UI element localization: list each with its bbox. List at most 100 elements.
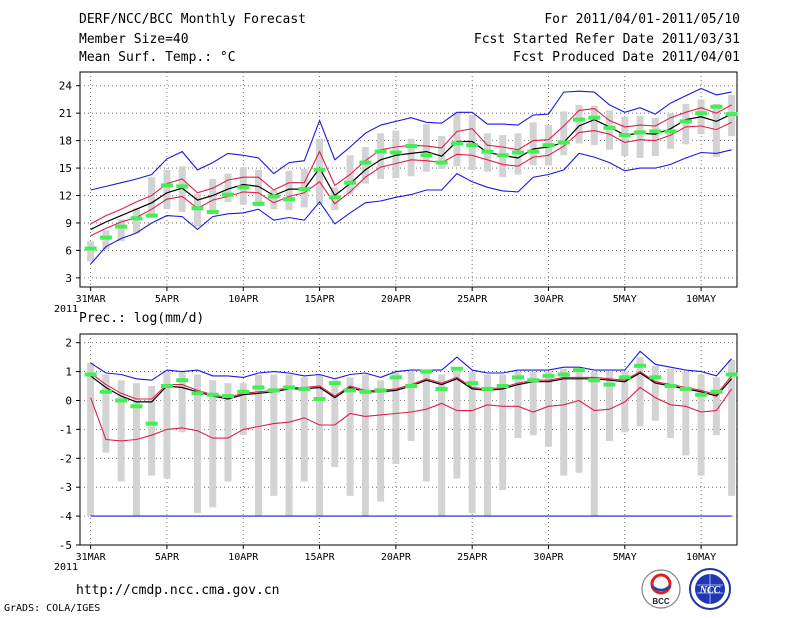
fcst-started-date: Fcst Started Refer Date 2011/03/31 <box>473 32 740 47</box>
panel1-spread-box <box>407 138 415 177</box>
panel2-obs-marker <box>130 404 143 409</box>
panel2-obs-marker <box>389 375 402 380</box>
panel2-obs-marker <box>405 384 418 389</box>
panel2-spread-box <box>606 371 614 441</box>
panel2-spread-box <box>499 374 507 491</box>
panel1-spread-box <box>590 105 598 146</box>
panel2-obs-marker <box>695 392 708 397</box>
panel2-spread-box <box>102 374 110 453</box>
panel1-obs-marker <box>328 195 341 200</box>
panel2-x-tick-label: 15APR <box>305 552 336 563</box>
panel1-obs-marker <box>695 111 708 116</box>
panel1-spread-box <box>712 104 720 158</box>
panel2-obs-marker <box>84 372 97 377</box>
panel2-obs-marker <box>206 392 219 397</box>
panel1-obs-marker <box>267 194 280 199</box>
panel2-spread-box <box>575 368 583 473</box>
chart-title: DERF/NCC/BCC Monthly Forecast <box>79 12 306 27</box>
panel2-obs-marker <box>618 375 631 380</box>
panel2-spread-box <box>163 371 171 479</box>
panel1-obs-marker <box>511 150 524 155</box>
panel2-obs-marker <box>664 384 677 389</box>
panel1-spread-box <box>575 104 583 144</box>
panel2-spread-box <box>285 374 293 517</box>
panel1-spread-box <box>636 115 644 158</box>
panel2-spread-box <box>560 368 568 476</box>
panel1-obs-marker <box>420 153 433 158</box>
panel1-obs-marker <box>405 144 418 149</box>
panel1-x-tick-label: 5MAY <box>613 294 637 305</box>
panel2-x-year-label: 2011 <box>54 562 78 573</box>
panel1-obs-marker <box>115 224 128 229</box>
panel2-spread-box <box>651 365 659 421</box>
panel1-spread-box <box>255 169 263 207</box>
panel1-spread-box <box>102 230 110 250</box>
panel2-y-tick-label: 2 <box>65 337 72 350</box>
source-url[interactable]: http://cmdp.ncc.cma.gov.cn <box>76 583 280 598</box>
member-size: Member Size=40 <box>79 32 189 47</box>
panel2-spread-box <box>300 377 308 482</box>
panel1-obs-marker <box>359 160 372 165</box>
panel2-obs-marker <box>374 388 387 393</box>
panel2-spread-box <box>316 374 324 517</box>
panel1-y-tick-label: 3 <box>65 272 72 285</box>
panel2-obs-marker <box>573 368 586 373</box>
panel2-x-tick-label: 31MAR <box>76 552 107 563</box>
panel2-obs-marker <box>313 397 326 402</box>
panel2-obs-marker <box>634 363 647 368</box>
panel1-obs-marker <box>374 149 387 154</box>
panel2-obs-marker <box>298 386 311 391</box>
panel1-y-tick-label: 6 <box>65 244 72 257</box>
panel2-spread-box <box>209 380 217 508</box>
panel1-x-tick-label: 10APR <box>228 294 259 305</box>
panel1-spread-box <box>682 104 690 145</box>
panel2-obs-marker <box>176 378 189 383</box>
panel1-y-tick-label: 24 <box>59 80 73 93</box>
panel1-obs-marker <box>450 141 463 146</box>
panel1-obs-marker <box>313 167 326 172</box>
panel1-obs-marker <box>145 213 158 218</box>
panel1-x-tick-label: 15APR <box>305 294 336 305</box>
panel2-obs-marker <box>496 384 509 389</box>
panel2-spread-box <box>178 371 186 433</box>
panel2-spread-box <box>682 371 690 456</box>
panel2-obs-marker <box>420 369 433 374</box>
panel1-x-tick-label: 31MAR <box>76 294 107 305</box>
panel2-x-tick-label: 20APR <box>381 552 412 563</box>
panel2-outer-upper-line <box>90 350 733 381</box>
panel1-obs-marker <box>542 143 555 148</box>
panel2-obs-marker <box>435 386 448 391</box>
panel1-spread-box <box>285 170 293 211</box>
panel2-obs-marker <box>237 389 250 394</box>
panel2-spread-box <box>392 371 400 465</box>
panel1-spread-box <box>438 136 446 169</box>
panel2-spread-box <box>529 371 537 436</box>
panel1-obs-marker <box>99 235 112 240</box>
panel1-frame <box>79 71 738 288</box>
panel1-y-tick-label: 18 <box>59 135 72 148</box>
panel2-obs-marker <box>481 386 494 391</box>
panel1-obs-marker <box>84 246 97 251</box>
panel2-x-tick-label: 5APR <box>155 552 180 563</box>
panel1-obs-marker <box>573 117 586 122</box>
panel2-spread-box <box>697 374 705 476</box>
panel1-obs-marker <box>283 197 296 202</box>
panel1-obs-marker <box>160 183 173 188</box>
panel1-outer-lower-line <box>90 149 732 265</box>
panel2-y-tick-label: -3 <box>59 481 72 494</box>
panel1-obs-marker <box>710 104 723 109</box>
panel2-obs-marker <box>725 372 738 377</box>
panel2-y-tick-label: -1 <box>59 423 72 436</box>
panel2-spread-box <box>148 386 156 476</box>
panel1-obs-marker <box>221 192 234 197</box>
panel2-obs-marker <box>328 381 341 386</box>
panel2-spread-box <box>667 368 675 439</box>
bcc-logo: BCC <box>641 569 681 609</box>
panel1-spread-box <box>453 112 461 167</box>
panel1-spread-box <box>163 169 171 210</box>
panel2-x-tick-label: 5MAY <box>613 552 637 563</box>
panel2-obs-marker <box>115 398 128 403</box>
panel2-obs-marker <box>710 389 723 394</box>
panel2-y-tick-label: -2 <box>59 452 72 465</box>
